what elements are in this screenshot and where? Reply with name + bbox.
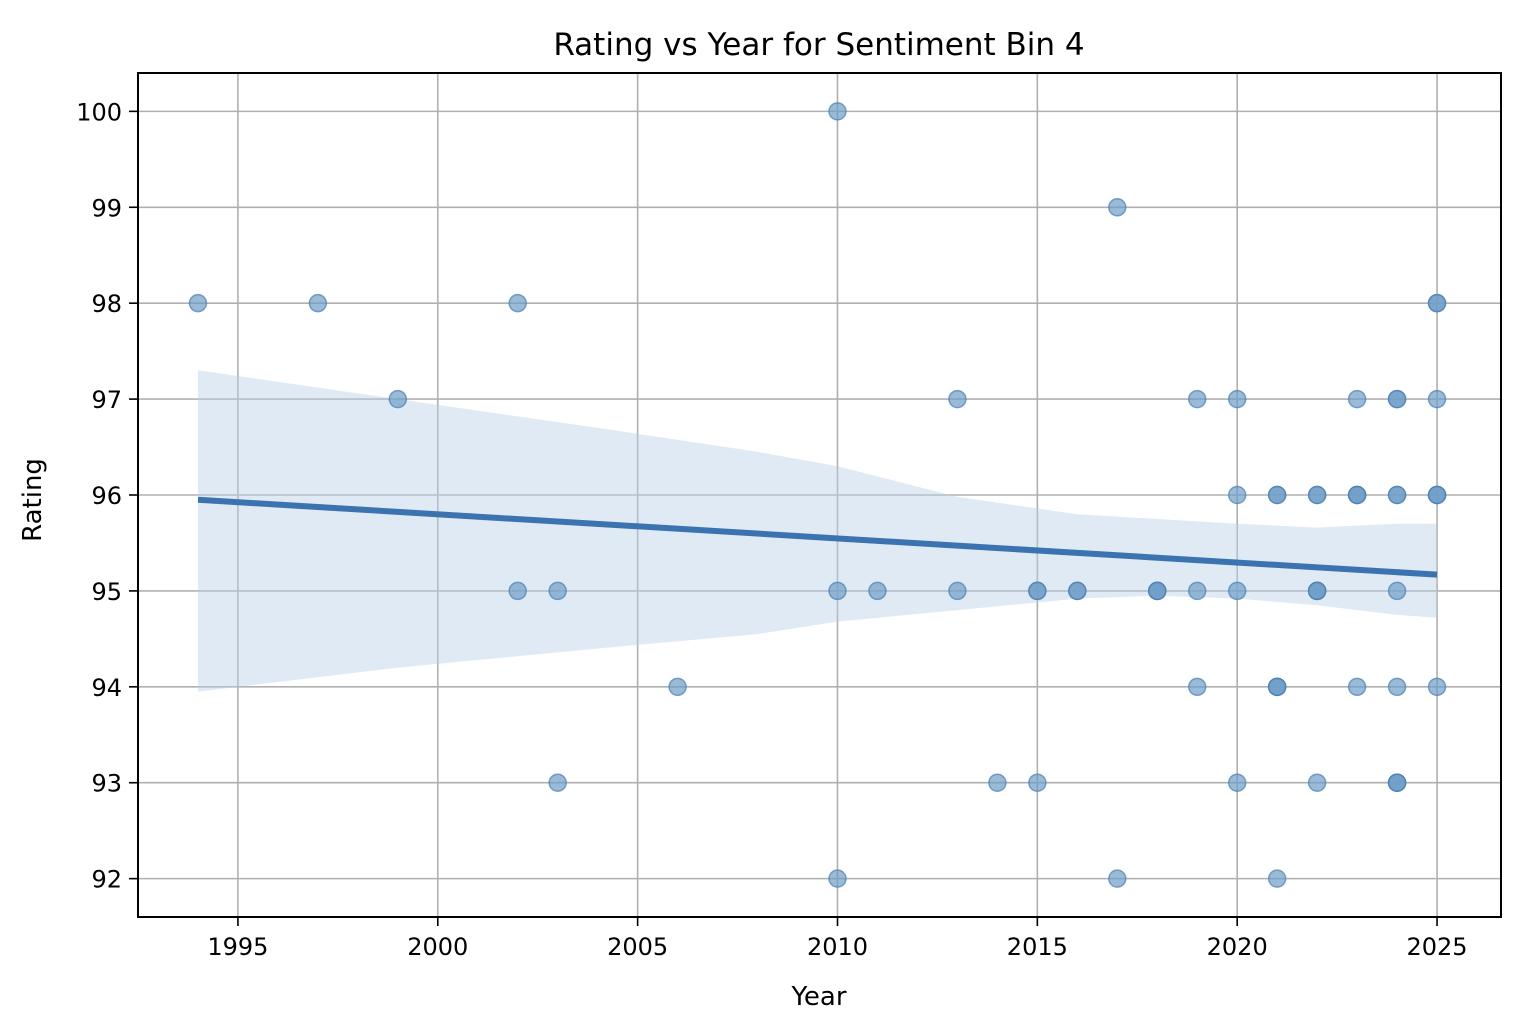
- chart-title: Rating vs Year for Sentiment Bin 4: [553, 27, 1084, 63]
- scatter-point: [1108, 198, 1127, 217]
- scatter-point: [1427, 677, 1447, 697]
- scatter-point: [1387, 773, 1407, 792]
- scatter-point: [1427, 485, 1447, 505]
- x-tick-label: 1995: [207, 933, 268, 961]
- scatter-point: [1347, 389, 1367, 409]
- scatter-point: [1227, 581, 1247, 601]
- y-tick-label: 100: [76, 98, 122, 126]
- x-tick-label: 2025: [1407, 933, 1468, 961]
- y-tick-label: 98: [91, 290, 122, 318]
- scatter-point: [508, 293, 527, 313]
- confidence-band-layer: [198, 370, 1437, 692]
- y-tick-label: 92: [91, 866, 122, 894]
- scatter-point: [1267, 869, 1287, 888]
- x-axis-label: Year: [790, 982, 846, 1012]
- regression-line-layer: [197, 496, 1438, 578]
- scatter-point: [1387, 581, 1407, 601]
- y-tick-label: 95: [91, 578, 122, 606]
- scatter-point: [1028, 581, 1047, 601]
- scatter-point: [668, 677, 687, 697]
- scatter-point: [1187, 677, 1207, 697]
- scatter-point: [1307, 773, 1327, 792]
- y-tick-label: 97: [91, 386, 122, 414]
- x-tick-label: 2020: [1207, 933, 1268, 961]
- scatter-point: [988, 773, 1007, 792]
- scatter-point: [1387, 485, 1407, 505]
- scatter-point: [1347, 485, 1367, 505]
- scatter-point: [1187, 389, 1207, 409]
- scatter-point: [1028, 773, 1047, 792]
- scatter-point: [1227, 389, 1247, 409]
- scatter-point: [1267, 485, 1287, 505]
- scatter-point: [1267, 677, 1287, 697]
- scatter-point: [1387, 677, 1407, 697]
- scatter-point: [1227, 773, 1247, 792]
- y-tick-label: 93: [91, 770, 122, 798]
- scatter-point: [1227, 485, 1247, 505]
- y-axis-label: Rating: [18, 458, 48, 542]
- scatter-point: [1427, 389, 1447, 409]
- scatter-point: [1187, 581, 1207, 601]
- scatter-point: [1068, 581, 1087, 601]
- confidence-band: [198, 370, 1437, 692]
- scatter-point: [1427, 293, 1447, 313]
- x-tick-label: 2010: [807, 933, 868, 961]
- scatter-point: [948, 581, 967, 601]
- regression-line: [197, 496, 1438, 578]
- scatter-point: [1347, 677, 1367, 697]
- scatter-point: [868, 581, 887, 601]
- scatter-point: [388, 389, 408, 409]
- y-tick-label: 99: [91, 194, 122, 222]
- scatter-point: [548, 773, 567, 792]
- scatter-point: [1108, 869, 1127, 888]
- scatter-point: [828, 869, 847, 888]
- x-tick-label: 2000: [407, 933, 468, 961]
- scatter-point: [1387, 389, 1407, 409]
- scatter-point: [548, 581, 567, 601]
- scatter-point: [1307, 581, 1327, 601]
- scatter-point: [828, 581, 847, 601]
- scatter-point: [828, 102, 847, 121]
- scatter-point: [1148, 581, 1167, 601]
- x-tick-label: 2015: [1007, 933, 1068, 961]
- scatter-points-layer: [188, 102, 1447, 888]
- scatter-point: [508, 581, 527, 601]
- axis-ticks: 1995 2000 2005 2010 2015 2020 2025 92 93 94 95 96 97…: [76, 98, 1467, 961]
- scatter-point: [188, 293, 208, 313]
- y-tick-label: 94: [91, 674, 122, 702]
- scatter-point: [308, 293, 328, 313]
- scatter-point: [948, 389, 967, 409]
- scatter-point: [1307, 485, 1327, 505]
- y-tick-label: 96: [91, 482, 122, 510]
- x-tick-label: 2005: [607, 933, 668, 961]
